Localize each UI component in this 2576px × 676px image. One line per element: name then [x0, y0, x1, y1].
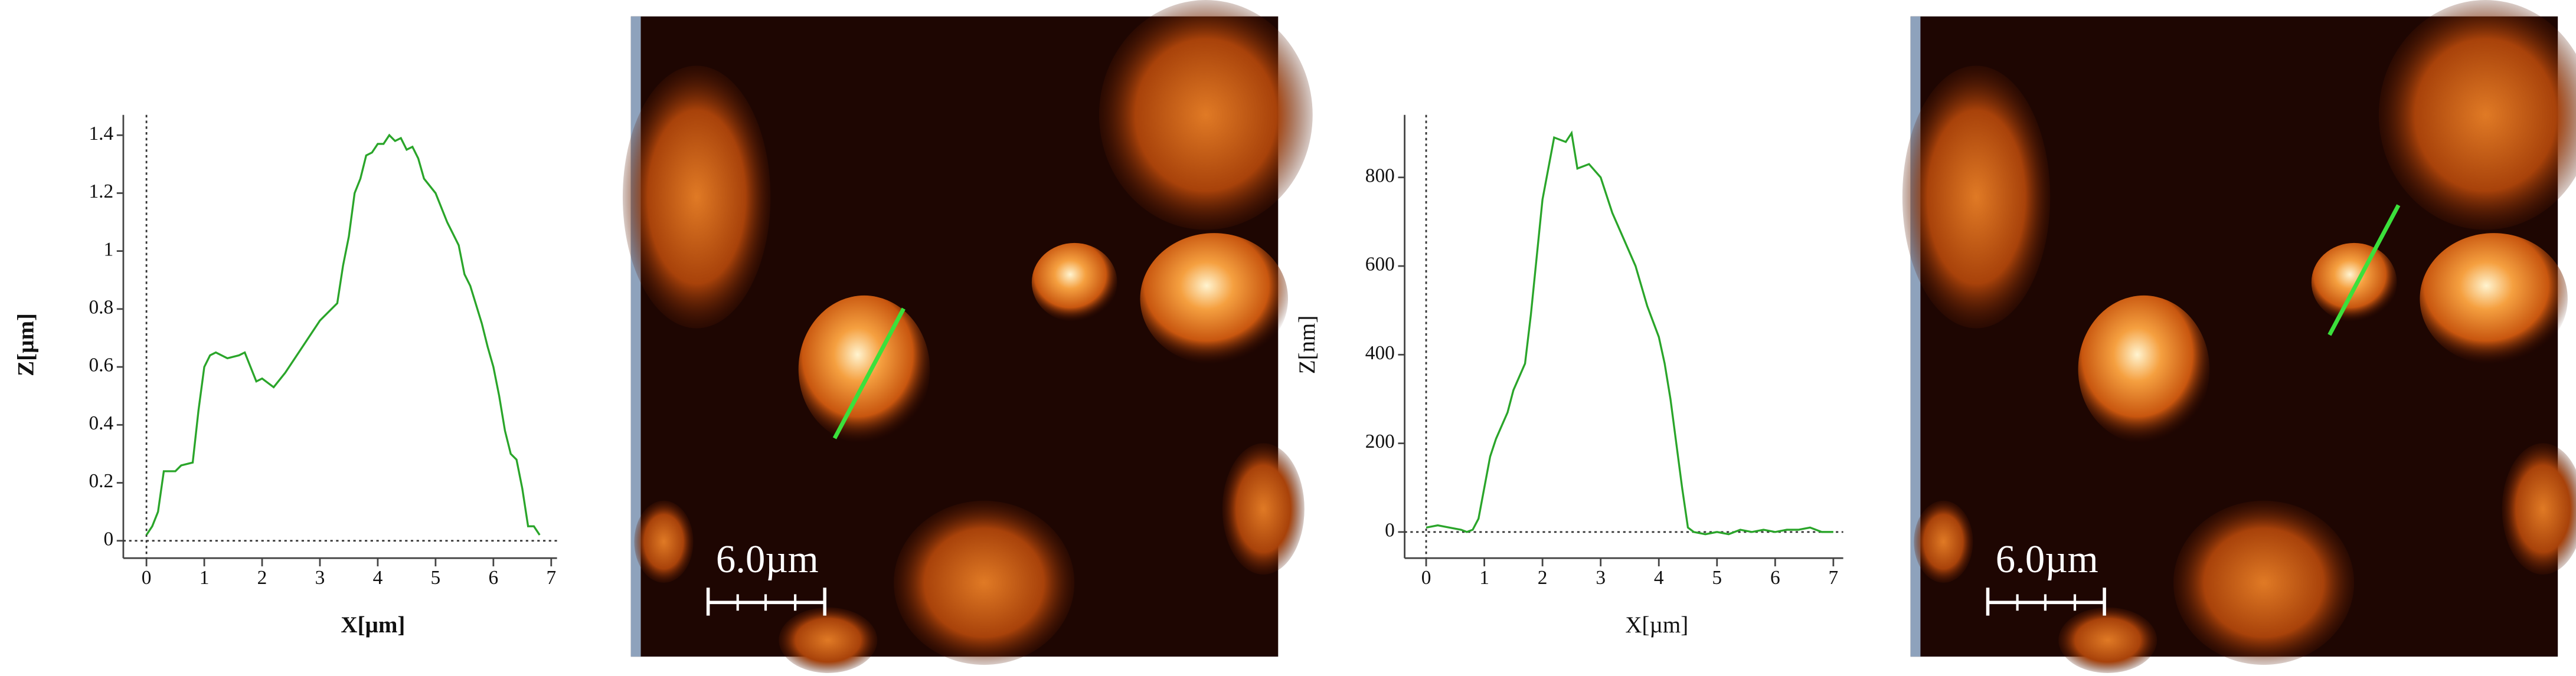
- x-tick-label: 2: [1538, 567, 1548, 589]
- x-tick-label: 3: [315, 567, 325, 589]
- y-tick-label: 1.2: [89, 181, 114, 202]
- x-axis-label: X[µm]: [341, 612, 405, 638]
- x-tick-label: 7: [546, 567, 556, 589]
- x-tick-label: 6: [489, 567, 499, 589]
- x-tick-label: 5: [1712, 567, 1722, 589]
- afm-image: 6.0µm: [623, 0, 1313, 673]
- y-tick-label: 0.6: [89, 355, 114, 376]
- y-axis-label: Z[µm]: [13, 313, 38, 376]
- y-axis-label: Z[nm]: [1294, 316, 1320, 375]
- x-tick-label: 7: [1829, 567, 1839, 589]
- x-tick-label: 6: [1770, 567, 1780, 589]
- afm-image: 6.0µm: [1902, 0, 2576, 673]
- y-tick-label: 0.8: [89, 296, 114, 318]
- profile-line: [1426, 130, 1833, 536]
- y-tick-label: 600: [1365, 254, 1395, 275]
- scale-bar-label: 6.0µm: [716, 537, 819, 581]
- y-tick-label: 1.4: [89, 123, 114, 145]
- x-tick-label: 1: [1479, 567, 1489, 589]
- y-tick-label: 0: [1385, 520, 1395, 542]
- y-tick-label: 400: [1365, 342, 1395, 364]
- y-tick-label: 0: [104, 528, 114, 550]
- x-tick-label: 3: [1596, 567, 1606, 589]
- profile-line: [145, 133, 541, 536]
- y-tick-label: 0.2: [89, 470, 114, 492]
- y-tick-label: 0.4: [89, 412, 114, 434]
- x-tick-label: 0: [142, 567, 152, 589]
- y-tick-label: 1: [104, 238, 114, 260]
- x-tick-label: 0: [1421, 567, 1431, 589]
- x-tick-label: 4: [373, 567, 383, 589]
- scale-bar-label: 6.0µm: [1996, 537, 2098, 581]
- x-tick-label: 1: [200, 567, 210, 589]
- x-tick-label: 2: [257, 567, 267, 589]
- x-tick-label: 5: [431, 567, 441, 589]
- y-tick-label: 200: [1365, 431, 1395, 452]
- x-axis-label: X[µm]: [1625, 612, 1688, 638]
- y-tick-label: 800: [1365, 165, 1395, 186]
- x-tick-label: 4: [1654, 567, 1664, 589]
